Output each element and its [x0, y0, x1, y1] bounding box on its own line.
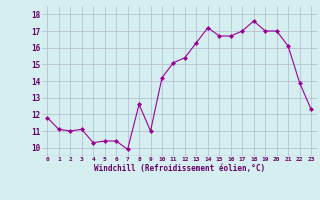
- X-axis label: Windchill (Refroidissement éolien,°C): Windchill (Refroidissement éolien,°C): [94, 164, 265, 173]
